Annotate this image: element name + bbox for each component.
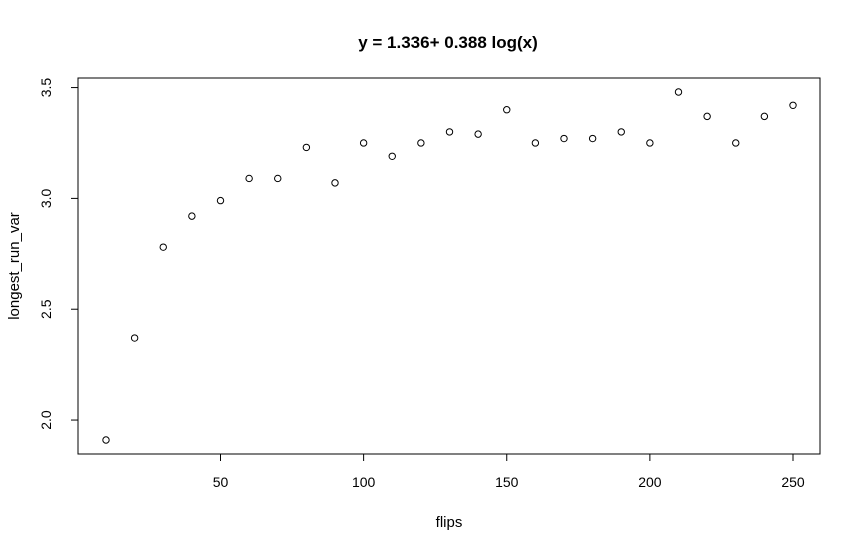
data-point xyxy=(531,139,540,147)
x-tick-label: 50 xyxy=(213,474,229,490)
data-point xyxy=(760,112,769,121)
y-tick-label: 3.0 xyxy=(38,188,54,208)
chart-title: y = 1.336+ 0.388 log(x) xyxy=(358,33,538,52)
data-point xyxy=(703,112,711,121)
data-point xyxy=(503,106,511,114)
y-tick-label: 2.5 xyxy=(38,299,54,319)
data-point xyxy=(102,436,110,444)
data-point xyxy=(245,174,253,183)
data-point xyxy=(417,139,425,147)
y-tick-label: 2.0 xyxy=(38,410,54,430)
data-point xyxy=(130,334,139,342)
data-point xyxy=(302,143,311,152)
data-point xyxy=(646,139,654,147)
data-point xyxy=(216,196,225,205)
data-point xyxy=(445,128,454,136)
y-axis-label: longest_run_var xyxy=(6,212,23,320)
data-point xyxy=(388,152,396,160)
data-point xyxy=(588,134,597,143)
data-point xyxy=(732,139,740,147)
data-point xyxy=(789,101,797,109)
data-point xyxy=(359,139,368,147)
x-tick-label: 100 xyxy=(352,474,376,490)
x-tick-label: 150 xyxy=(495,474,519,490)
data-point xyxy=(331,179,339,187)
data-point xyxy=(674,88,683,96)
data-point xyxy=(474,130,482,138)
data-point xyxy=(188,212,196,220)
x-axis-label: flips xyxy=(436,514,463,531)
y-axis: 2.0 2.5 3.0 3.5 xyxy=(38,78,79,430)
data-points xyxy=(102,88,797,444)
data-point xyxy=(159,243,167,251)
data-point xyxy=(617,128,625,136)
y-tick-label: 3.5 xyxy=(38,78,54,98)
data-point xyxy=(560,134,568,143)
x-axis: 50 100 150 200 250 xyxy=(213,453,805,490)
plot-frame xyxy=(77,77,821,455)
data-point xyxy=(274,174,282,183)
x-tick-label: 250 xyxy=(781,474,805,490)
x-tick-label: 200 xyxy=(638,474,662,490)
